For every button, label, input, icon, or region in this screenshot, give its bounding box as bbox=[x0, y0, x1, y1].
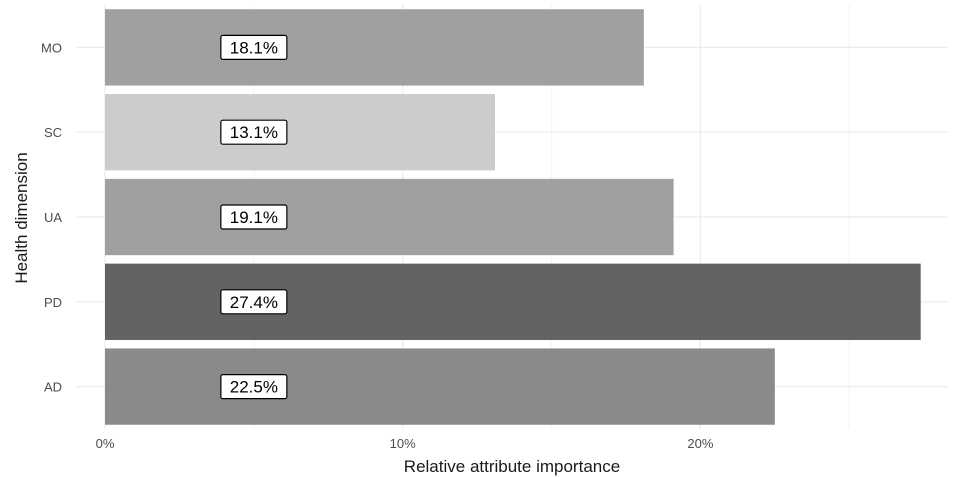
y-tick-label-mo: MO bbox=[41, 40, 62, 55]
y-tick-label-ad: AD bbox=[44, 380, 62, 395]
y-axis-title: Health dimension bbox=[12, 152, 31, 283]
x-tick-label: 0% bbox=[96, 436, 115, 451]
data-label-box-ad bbox=[220, 374, 288, 400]
data-label-box-ua bbox=[220, 204, 288, 230]
bars bbox=[105, 9, 921, 425]
data-label-pd: 27.4% bbox=[230, 293, 278, 312]
data-label-ua: 19.1% bbox=[230, 208, 278, 227]
y-tick-label-sc: SC bbox=[44, 125, 62, 140]
y-tick-label-ua: UA bbox=[44, 210, 62, 225]
x-tick-label: 10% bbox=[390, 436, 416, 451]
data-label-box-pd bbox=[220, 289, 288, 315]
data-label-sc: 13.1% bbox=[230, 123, 278, 142]
data-label-box-sc bbox=[220, 119, 288, 145]
x-axis-ticks: 0% 10% 20% bbox=[96, 436, 714, 451]
bar-sc bbox=[105, 94, 495, 171]
data-label-ad: 22.5% bbox=[230, 378, 278, 397]
y-axis-ticks: AD PD UA SC MO bbox=[41, 40, 62, 394]
y-tick-label-pd: PD bbox=[44, 295, 62, 310]
bar-ad bbox=[105, 348, 775, 425]
data-label-mo: 18.1% bbox=[230, 38, 278, 57]
x-axis-title: Relative attribute importance bbox=[404, 457, 620, 476]
data-label-box-mo bbox=[220, 34, 288, 61]
data-labels: 22.5% 27.4% 19.1% 13.1% 18.1% bbox=[220, 34, 288, 400]
bar-ua bbox=[105, 178, 674, 256]
bar-mo bbox=[105, 9, 644, 86]
x-tick-label: 20% bbox=[687, 436, 713, 451]
